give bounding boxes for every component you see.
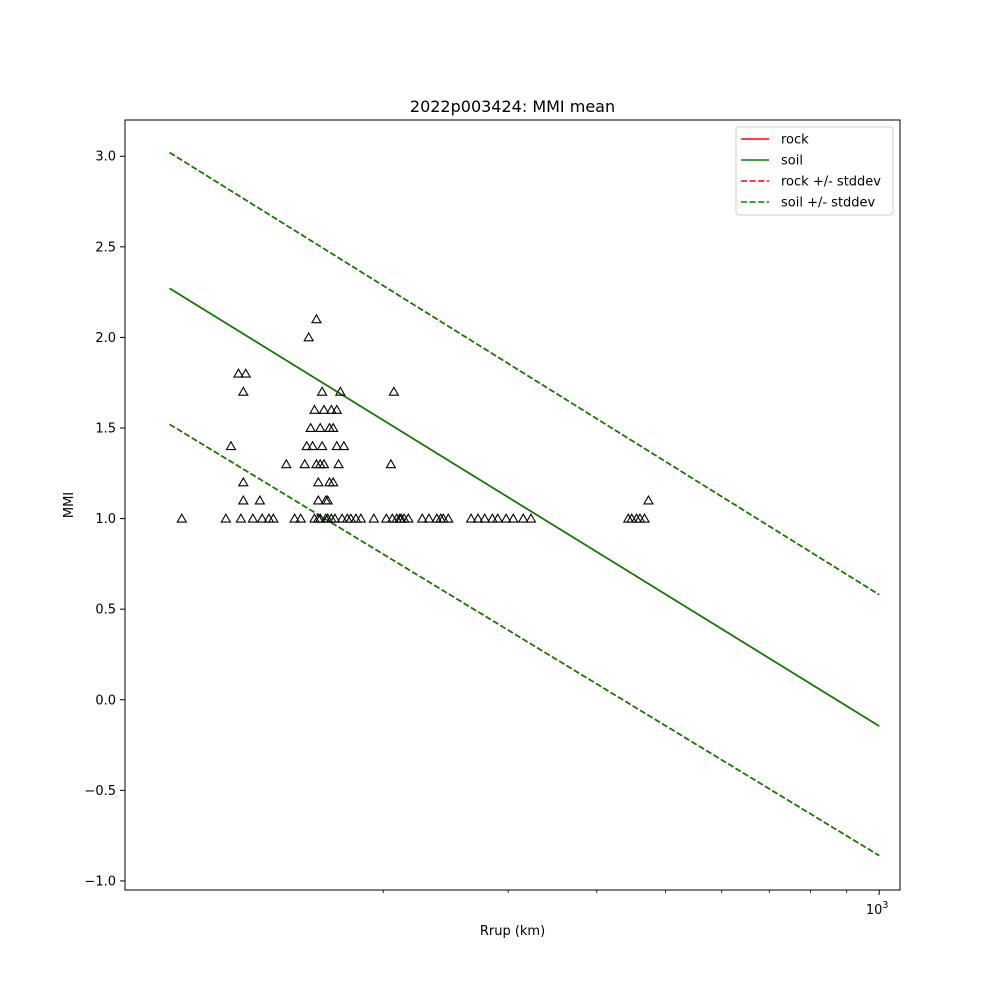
data-point [233, 368, 244, 378]
data-point [402, 513, 414, 523]
data-point [303, 331, 315, 342]
data-point [639, 513, 650, 523]
data-point [267, 513, 279, 523]
data-point [331, 404, 343, 414]
data-point [465, 513, 477, 523]
data-point [318, 404, 330, 414]
data-point [310, 313, 322, 324]
data-point [312, 476, 324, 487]
legend-label: rock [781, 133, 809, 148]
data-point [327, 422, 339, 432]
data-point [307, 440, 319, 451]
legend-label: rock +/- stddev [781, 175, 881, 190]
legend-label: soil [781, 154, 803, 169]
y-tick-label: 3.0 [95, 150, 116, 165]
data-point [318, 458, 330, 469]
data-point [247, 513, 259, 523]
data-point [299, 458, 311, 469]
data-point [479, 513, 491, 523]
data-point [368, 513, 380, 523]
axes-frame [124, 119, 901, 891]
data-point [500, 513, 512, 523]
data-point [220, 513, 232, 523]
data-point [309, 404, 320, 414]
data-point [525, 513, 537, 523]
legend: rock soil rock +/- stddev soil +/- stddev [735, 126, 894, 216]
y-tick-label: −1.0 [84, 874, 116, 889]
series-line-5 [169, 423, 880, 857]
data-point [280, 458, 292, 469]
y-tick-label: 2.0 [95, 331, 116, 346]
data-point [385, 458, 397, 469]
chart-title: 2022p003424: MMI mean [410, 97, 615, 116]
data-point [305, 422, 317, 432]
data-point [329, 513, 341, 523]
y-axis-label: MMI [62, 492, 77, 518]
legend-box [735, 126, 894, 216]
data-point [388, 386, 400, 396]
series-line-1 [169, 287, 880, 727]
data-point [380, 513, 392, 523]
data-point [312, 494, 324, 505]
data-point [336, 513, 348, 523]
data-point [301, 440, 313, 451]
data-point [176, 513, 188, 523]
data-point [416, 513, 428, 523]
y-tick-label: 0.5 [95, 603, 116, 618]
legend-label: soil +/- stddev [781, 196, 876, 211]
data-point [325, 404, 337, 414]
data-point [237, 476, 249, 487]
data-point [316, 440, 328, 451]
data-point [492, 513, 504, 523]
x-axis-label: Rrup (km) [480, 924, 545, 939]
data-point [334, 386, 346, 396]
data-point [331, 440, 343, 451]
x-tick-label: 103 [866, 900, 889, 918]
data-point [442, 513, 454, 523]
data-point [289, 513, 301, 523]
data-point [338, 440, 350, 451]
series-line-4 [169, 151, 880, 596]
data-point [327, 476, 339, 487]
data-point [254, 494, 266, 505]
data-point [316, 386, 328, 396]
y-tick-label: 1.5 [95, 422, 116, 437]
data-point [225, 440, 237, 451]
data-point [333, 458, 345, 469]
data-point [423, 513, 435, 523]
data-point [256, 513, 268, 523]
data-point [235, 513, 247, 523]
data-point [237, 386, 249, 396]
data-point [486, 513, 498, 523]
data-point [472, 513, 484, 523]
y-tick-label: 0.0 [95, 693, 116, 708]
plot-area: 3.0 2.5 2.0 1.5 1.0 0.5 0.0 −0.5 −1.0 103 [84, 119, 901, 918]
y-tick-label: 2.5 [95, 240, 116, 255]
data-point [643, 494, 654, 505]
data-point [314, 422, 326, 432]
data-point [314, 513, 326, 523]
data-point [295, 513, 307, 523]
y-tick-label: −0.5 [84, 784, 116, 799]
data-point [355, 513, 367, 523]
y-tick-label: 1.0 [95, 512, 116, 527]
data-point [240, 368, 252, 378]
data-point [322, 494, 334, 505]
data-point [507, 513, 519, 523]
data-point [517, 513, 529, 523]
data-point [237, 494, 249, 505]
